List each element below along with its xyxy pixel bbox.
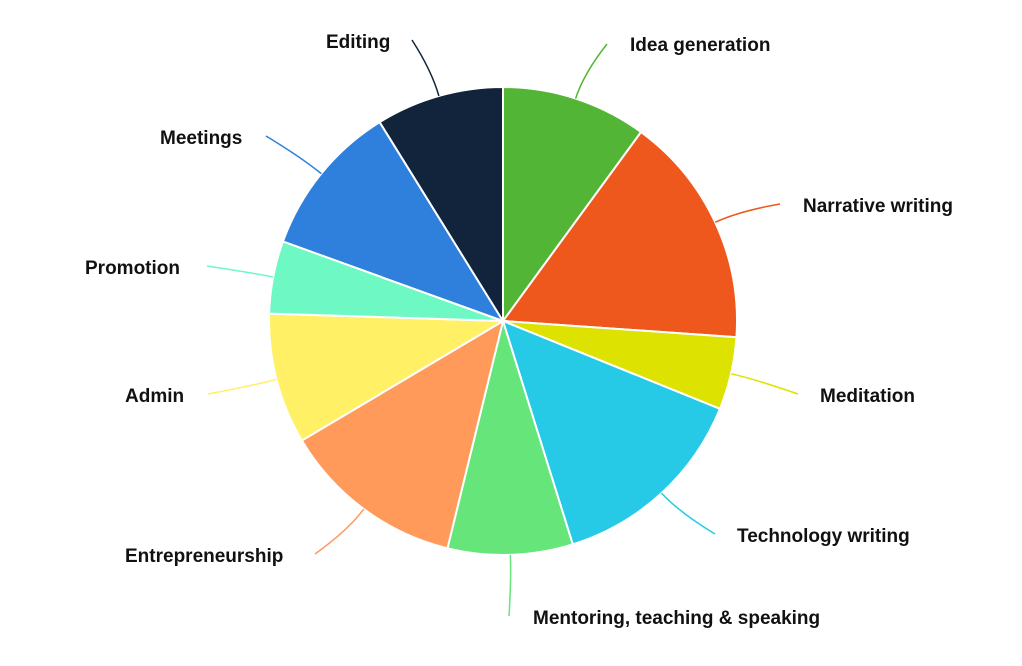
connector-meetings [265,135,322,175]
pie-slice-idea-generation [502,85,643,325]
pie-slice-admin [268,312,507,442]
connector-editing [411,39,440,97]
slice-label-narrative-writing: Narrative writing [803,196,953,217]
pie-slice-entrepreneurship [300,318,505,550]
pie-slice-narrative-writing [501,130,738,339]
label-connectors [206,39,799,617]
slice-label-entrepreneurship: Entrepreneurship [125,546,283,567]
connector-promotion [206,265,274,278]
slice-label-editing: Editing [326,32,390,53]
connector-mentoring-teaching-speaking [508,554,512,617]
connector-entrepreneurship [314,508,365,555]
slice-label-promotion: Promotion [85,258,180,279]
connector-technology-writing [660,492,716,535]
slice-label-technology-writing: Technology writing [737,526,910,547]
slice-labels: Idea generation Narrative writing Meditati… [85,32,953,629]
pie-slices [268,85,738,556]
connector-meditation [730,372,799,395]
slice-label-mentoring-teaching-speaking: Mentoring, teaching & speaking [533,608,820,629]
slice-label-idea-generation: Idea generation [630,35,770,56]
slice-label-meetings: Meetings [160,128,242,149]
connector-admin [207,378,277,395]
pie-slice-editing [378,85,504,325]
connector-idea-generation [574,43,608,99]
slice-label-meditation: Meditation [820,386,915,407]
pie-slice-technology-writing [501,319,722,546]
pie-slice-meetings [281,120,506,323]
slice-label-admin: Admin [125,386,184,407]
connector-narrative-writing [714,203,781,224]
